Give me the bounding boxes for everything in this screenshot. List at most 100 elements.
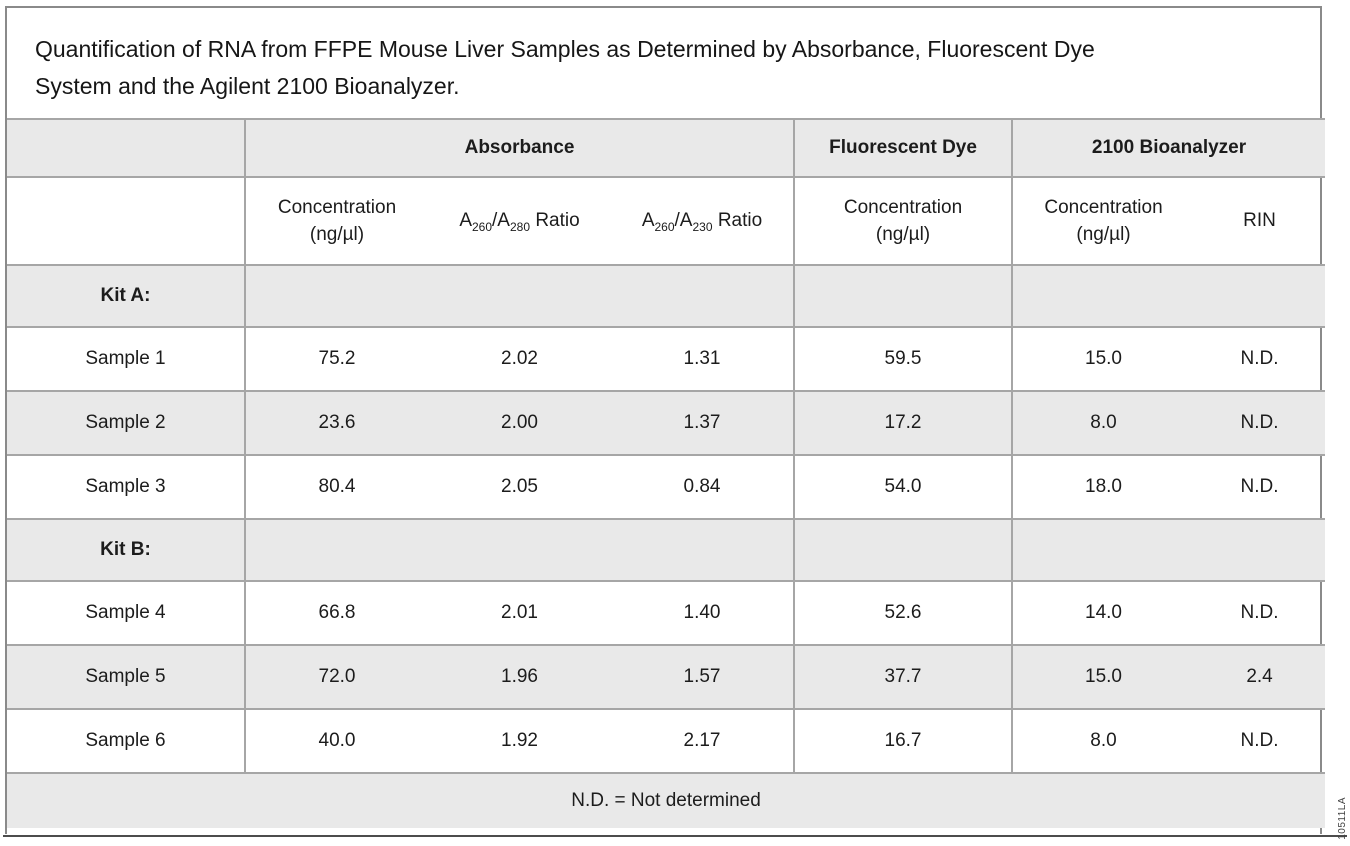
row-sample-2: Sample 2 23.6 2.00 1.37 17.2 8.0 N.D. (7, 390, 1326, 455)
cell-fluor-concentration: 59.5 (794, 326, 1014, 391)
empty-cell (794, 264, 1014, 327)
empty-corner-cell (7, 118, 246, 177)
cell-bio-concentration: 8.0 (1012, 708, 1195, 773)
cell-rin: N.D. (1194, 454, 1326, 519)
sample-label: Sample 3 (7, 454, 246, 519)
title-line-1: Quantification of RNA from FFPE Mouse Li… (35, 36, 1095, 62)
concentration-header-text: Concentration (ng/µl) (1013, 194, 1194, 248)
cell-fluor-concentration: 37.7 (794, 644, 1014, 709)
cell-rin: N.D. (1194, 580, 1326, 645)
empty-cell (245, 518, 796, 581)
cell-a260-a230: 2.17 (611, 708, 796, 773)
header-concentration-absorbance: Concentration (ng/µl) (245, 176, 428, 265)
row-kit-b: Kit B: (7, 518, 1326, 581)
cell-abs-concentration: 23.6 (245, 390, 428, 455)
cell-abs-concentration: 75.2 (245, 326, 428, 391)
sample-label: Sample 5 (7, 644, 246, 709)
cell-fluor-concentration: 54.0 (794, 454, 1014, 519)
cell-a260-a230: 1.40 (611, 580, 796, 645)
header-rin: RIN (1194, 176, 1326, 265)
bottom-rule (3, 835, 1347, 837)
empty-cell (1012, 518, 1326, 581)
concentration-units: (ng/µl) (875, 224, 931, 245)
ratio-word: Ratio (717, 210, 763, 231)
header-2100-bioanalyzer: 2100 Bioanalyzer (1012, 118, 1326, 177)
cell-fluor-concentration: 16.7 (794, 708, 1014, 773)
concentration-header-text: Concentration (ng/µl) (246, 194, 428, 248)
ratio-subscript: 230 (692, 219, 713, 234)
header-a260-a230-ratio: A260/A230 Ratio (611, 176, 796, 265)
figure-frame: Quantification of RNA from FFPE Mouse Li… (5, 6, 1326, 834)
cell-abs-concentration: 72.0 (245, 644, 428, 709)
cell-a260-a280: 2.00 (428, 390, 611, 455)
ratio-subscript: 260 (472, 219, 493, 234)
concentration-label: Concentration (1044, 197, 1163, 218)
cell-a260-a230: 1.57 (611, 644, 796, 709)
row-sample-6: Sample 6 40.0 1.92 2.17 16.7 8.0 N.D. (7, 708, 1326, 773)
title-line-2: System and the Agilent 2100 Bioanalyzer. (35, 73, 460, 99)
ratio-base: A (459, 210, 472, 231)
concentration-units: (ng/µl) (1076, 224, 1131, 245)
cell-a260-a280: 2.01 (428, 580, 611, 645)
cell-bio-concentration: 8.0 (1012, 390, 1195, 455)
cell-rin: N.D. (1194, 708, 1326, 773)
kit-label: Kit A: (7, 264, 246, 327)
cell-abs-concentration: 80.4 (245, 454, 428, 519)
concentration-label: Concentration (843, 197, 963, 218)
row-kit-a: Kit A: (7, 264, 1326, 327)
header-absorbance: Absorbance (245, 118, 796, 177)
cell-rin: 2.4 (1194, 644, 1326, 709)
footnote-row: N.D. = Not determined (7, 772, 1326, 828)
cell-bio-concentration: 18.0 (1012, 454, 1195, 519)
concentration-units: (ng/µl) (309, 224, 365, 245)
sample-label: Sample 2 (7, 390, 246, 455)
rna-quantification-table: Absorbance Fluorescent Dye 2100 Bioanaly… (7, 118, 1326, 828)
ratio-subscript: 260 (654, 219, 675, 234)
cell-a260-a230: 1.37 (611, 390, 796, 455)
cell-fluor-concentration: 52.6 (794, 580, 1014, 645)
figure-id-label: 10511LA (1337, 797, 1348, 840)
cell-bio-concentration: 15.0 (1012, 326, 1195, 391)
ratio-base: A (641, 210, 655, 231)
header-concentration-fluorescent: Concentration (ng/µl) (794, 176, 1014, 265)
empty-cell (1012, 264, 1326, 327)
header-fluorescent-dye: Fluorescent Dye (794, 118, 1014, 177)
kit-label: Kit B: (7, 518, 246, 581)
cell-a260-a230: 0.84 (611, 454, 796, 519)
cell-abs-concentration: 66.8 (245, 580, 428, 645)
cell-bio-concentration: 14.0 (1012, 580, 1195, 645)
sample-label: Sample 4 (7, 580, 246, 645)
cell-rin: N.D. (1194, 326, 1326, 391)
empty-cell (245, 264, 796, 327)
row-sample-5: Sample 5 72.0 1.96 1.57 37.7 15.0 2.4 (7, 644, 1326, 709)
header-concentration-bioanalyzer: Concentration (ng/µl) (1012, 176, 1195, 265)
ratio-word: Ratio (535, 210, 580, 231)
concentration-header-text: Concentration (ng/µl) (795, 194, 1010, 248)
ratio-subscript: 280 (509, 219, 531, 234)
cell-fluor-concentration: 17.2 (794, 390, 1014, 455)
row-sample-1: Sample 1 75.2 2.02 1.31 59.5 15.0 N.D. (7, 326, 1326, 391)
cell-a260-a280: 1.96 (428, 644, 611, 709)
cell-a260-a280: 1.92 (428, 708, 611, 773)
cell-rin: N.D. (1194, 390, 1326, 455)
row-sample-4: Sample 4 66.8 2.01 1.40 52.6 14.0 N.D. (7, 580, 1326, 645)
cell-a260-a280: 2.05 (428, 454, 611, 519)
sample-label: Sample 1 (7, 326, 246, 391)
ratio-base: /A (674, 210, 693, 231)
sample-label: Sample 6 (7, 708, 246, 773)
empty-cell (794, 518, 1014, 581)
header-a260-a280-ratio: A260/A280 Ratio (428, 176, 611, 265)
cell-bio-concentration: 15.0 (1012, 644, 1195, 709)
cell-abs-concentration: 40.0 (245, 708, 428, 773)
figure-title: Quantification of RNA from FFPE Mouse Li… (7, 8, 1320, 118)
column-header-row: Concentration (ng/µl) A260/A280 Ratio A26… (7, 176, 1326, 265)
group-header-row: Absorbance Fluorescent Dye 2100 Bioanaly… (7, 118, 1326, 177)
cell-a260-a230: 1.31 (611, 326, 796, 391)
footnote: N.D. = Not determined (7, 772, 1326, 828)
concentration-label: Concentration (277, 197, 397, 218)
row-sample-3: Sample 3 80.4 2.05 0.84 54.0 18.0 N.D. (7, 454, 1326, 519)
empty-header-cell (7, 176, 246, 265)
cell-a260-a280: 2.02 (428, 326, 611, 391)
ratio-base: /A (492, 210, 510, 231)
